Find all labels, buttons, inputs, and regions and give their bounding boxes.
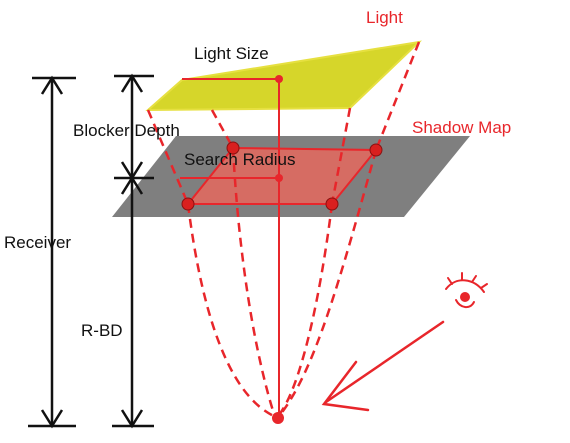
view-direction-arrow [321, 320, 445, 412]
frustum-lower-lines [186, 147, 378, 419]
eye-icon [445, 272, 488, 308]
receiver-point [272, 412, 284, 424]
search-center-point [275, 174, 283, 182]
search-radius-label: Search Radius [184, 150, 296, 169]
light-center-point [275, 75, 283, 83]
receiver-dimension [28, 75, 76, 429]
frustum-upper-lines [146, 41, 421, 205]
blocker-depth-dimension [114, 73, 154, 181]
light-plane [145, 40, 423, 112]
r-bd-dimension [112, 175, 154, 429]
light-size-label: Light Size [194, 44, 269, 63]
shadow-map-label: Shadow Map [412, 118, 512, 137]
receiver-label: Receiver [4, 233, 72, 252]
r-bd-label: R-BD [81, 321, 123, 340]
blocker-depth-label: Blocker Depth [73, 121, 180, 140]
search-region-vertices [181, 141, 383, 211]
light-label: Light [366, 8, 403, 27]
